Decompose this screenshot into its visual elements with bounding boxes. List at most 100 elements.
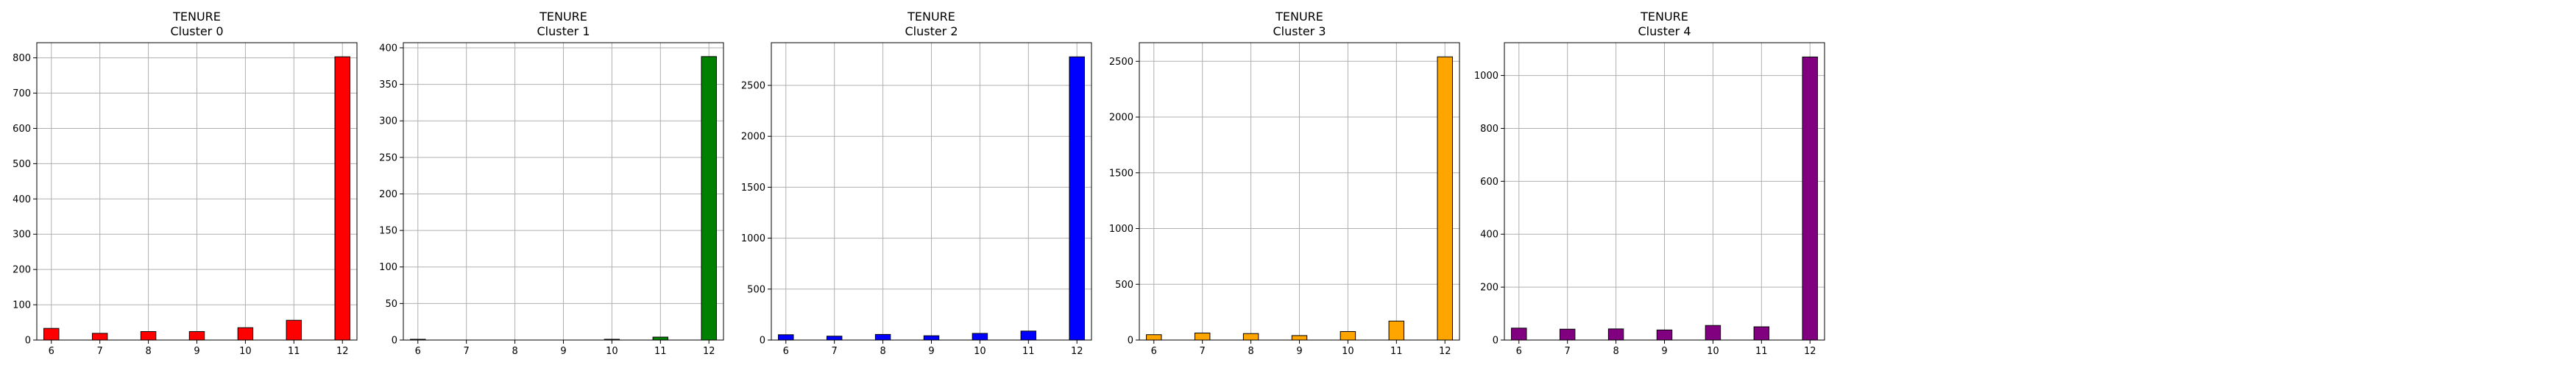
y-tick-label: 200 (1480, 283, 1498, 294)
y-tick-label: 0 (760, 336, 765, 347)
x-tick-label: 6 (415, 346, 421, 357)
bar (237, 327, 254, 341)
x-tick-label: 8 (145, 346, 151, 357)
x-tick-label: 8 (1248, 346, 1253, 357)
x-tick-label: 9 (560, 346, 566, 357)
y-tick-label: 100 (13, 300, 31, 311)
x-tick-label: 11 (1390, 346, 1403, 357)
x-tick-label: 12 (1439, 346, 1451, 357)
y-tick-label: 100 (379, 262, 397, 273)
bar (1146, 334, 1162, 341)
bar (826, 336, 843, 341)
x-tick-label: 6 (1516, 346, 1522, 357)
y-tick-label: 500 (13, 159, 31, 170)
x-tick-label: 6 (49, 346, 54, 357)
y-tick-label: 200 (379, 189, 397, 200)
x-tick-label: 10 (1342, 346, 1354, 357)
bar (923, 335, 940, 341)
x-tick-label: 11 (654, 346, 667, 357)
chart-title: TENURE (1640, 10, 1688, 24)
bar (43, 328, 60, 341)
y-tick-label: 400 (1480, 230, 1498, 241)
bar (1559, 328, 1576, 341)
y-tick-label: 400 (13, 194, 31, 205)
x-tick-label: 12 (1804, 346, 1816, 357)
bar (334, 56, 350, 341)
chart-subtitle: Cluster 1 (537, 24, 590, 38)
y-tick-label: 1000 (1109, 224, 1133, 235)
y-tick-label: 2500 (741, 80, 765, 91)
bar (1069, 56, 1085, 341)
chart-subtitle: Cluster 3 (1273, 24, 1326, 38)
x-tick-label: 9 (194, 346, 199, 357)
bar (1194, 332, 1211, 341)
x-tick-label: 7 (1565, 346, 1571, 357)
x-tick-label: 8 (1613, 346, 1618, 357)
bar (1656, 329, 1673, 341)
x-tick-label: 12 (703, 346, 715, 357)
chart-subtitle: Cluster 2 (905, 24, 958, 38)
bar (140, 330, 157, 341)
x-tick-label: 7 (97, 346, 103, 357)
y-tick-label: 2000 (741, 132, 765, 143)
x-tick-label: 12 (336, 346, 349, 357)
bar (286, 319, 302, 341)
y-tick-label: 350 (379, 79, 397, 91)
x-tick-label: 7 (832, 346, 838, 357)
y-tick-label: 200 (13, 265, 31, 276)
x-tick-label: 10 (974, 346, 986, 357)
bar (1291, 335, 1308, 341)
x-tick-label: 10 (239, 346, 252, 357)
x-tick-label: 7 (1200, 346, 1206, 357)
bar (1607, 328, 1624, 341)
y-tick-label: 800 (13, 53, 31, 64)
y-tick-label: 150 (379, 226, 397, 237)
y-tick-label: 0 (25, 336, 31, 347)
bar (1437, 56, 1453, 341)
chart-title: TENURE (1275, 10, 1323, 24)
bar (778, 334, 794, 341)
chart-subtitle: Cluster 4 (1638, 24, 1691, 38)
x-tick-label: 6 (1151, 346, 1157, 357)
y-tick-label: 600 (1480, 177, 1498, 188)
y-tick-label: 2000 (1109, 113, 1133, 124)
bar (1388, 320, 1405, 341)
y-tick-label: 700 (13, 88, 31, 99)
x-tick-label: 6 (783, 346, 789, 357)
bar (1705, 325, 1722, 341)
x-tick-label: 8 (512, 346, 517, 357)
y-tick-label: 1500 (1109, 168, 1133, 179)
bar (1802, 56, 1818, 341)
y-tick-label: 500 (1115, 280, 1133, 291)
chart-subtitle: Cluster 0 (170, 24, 223, 38)
bar (701, 56, 717, 341)
y-tick-label: 0 (1493, 336, 1498, 347)
x-tick-label: 11 (1755, 346, 1768, 357)
chart-title: TENURE (172, 10, 221, 24)
bar (91, 333, 108, 341)
chart-title: TENURE (539, 10, 587, 24)
x-tick-label: 11 (1022, 346, 1035, 357)
bar (1242, 333, 1259, 341)
x-tick-label: 7 (464, 346, 470, 357)
x-tick-label: 9 (1296, 346, 1302, 357)
bar (1340, 330, 1356, 341)
y-tick-label: 400 (379, 43, 397, 54)
bar (874, 333, 891, 341)
y-tick-label: 1000 (1474, 71, 1498, 82)
chart-title: TENURE (907, 10, 955, 24)
bar (1511, 328, 1527, 341)
bar (972, 333, 988, 341)
x-tick-label: 10 (1707, 346, 1719, 357)
bar (1020, 330, 1037, 341)
y-tick-label: 0 (392, 336, 397, 347)
x-tick-label: 8 (880, 346, 885, 357)
y-tick-label: 300 (13, 230, 31, 241)
y-tick-label: 500 (747, 284, 765, 295)
bar (188, 330, 205, 341)
x-tick-label: 11 (288, 346, 300, 357)
y-tick-label: 2500 (1109, 57, 1133, 68)
y-tick-label: 0 (1128, 336, 1133, 347)
x-tick-label: 10 (606, 346, 618, 357)
